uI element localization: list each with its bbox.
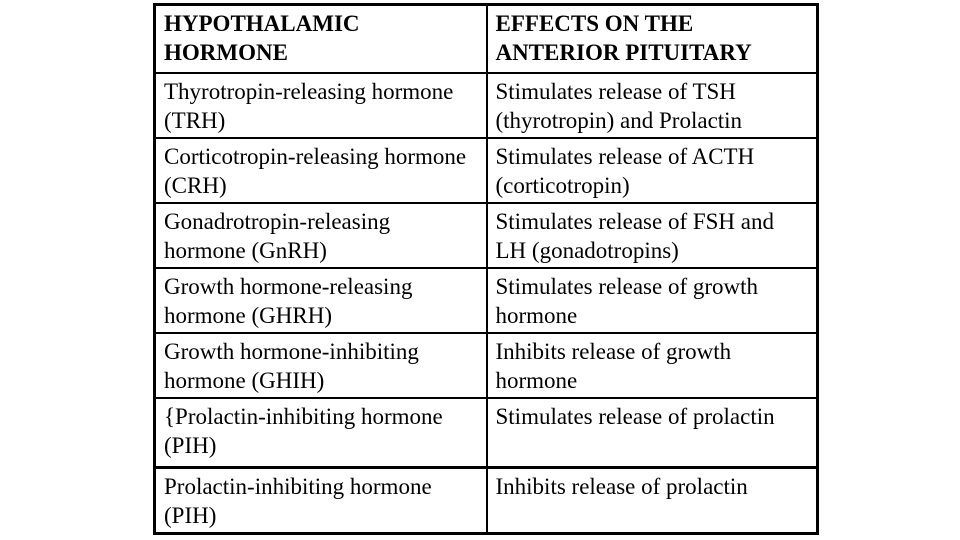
- effect-cell: Stimulates release of FSH and LH (gonado…: [485, 201, 819, 269]
- effect-cell: Inhibits release of prolactin: [485, 466, 819, 535]
- table-row-trh: Thyrotropin-releasing hormone (TRH) Stim…: [153, 71, 819, 139]
- column-header-effects-anterior-pituitary: EFFECTS ON THE ANTERIOR PITUITARY: [485, 3, 819, 74]
- hormone-cell: Prolactin-inhibiting hormone (PIH): [153, 466, 488, 535]
- table-row-pih-stimulates: {Prolactin-inhibiting hormone (PIH) Stim…: [153, 396, 819, 469]
- table-row-ghrh: Growth hormone-releasing hormone (GHRH) …: [153, 266, 819, 334]
- effect-cell: Inhibits release of growth hormone: [485, 331, 819, 399]
- hormone-cell: Corticotropin-releasing hormone (CRH): [153, 136, 488, 204]
- effect-cell: Stimulates release of growth hormone: [485, 266, 819, 334]
- table-row-gnrh: Gonadrotropin-releasing hormone (GnRH) S…: [153, 201, 819, 269]
- hormone-cell: {Prolactin-inhibiting hormone (PIH): [153, 396, 488, 469]
- table-row-ghih: Growth hormone-inhibiting hormone (GHIH)…: [153, 331, 819, 399]
- effect-cell: Stimulates release of prolactin: [485, 396, 819, 469]
- hormone-effects-table: HYPOTHALAMIC HORMONE EFFECTS ON THE ANTE…: [153, 3, 819, 535]
- hormone-cell: Growth hormone-inhibiting hormone (GHIH): [153, 331, 488, 399]
- effect-cell: Stimulates release of TSH (thyrotropin) …: [485, 71, 819, 139]
- column-header-hypothalamic-hormone: HYPOTHALAMIC HORMONE: [153, 3, 488, 74]
- table-row-crh: Corticotropin-releasing hormone (CRH) St…: [153, 136, 819, 204]
- table-header-row: HYPOTHALAMIC HORMONE EFFECTS ON THE ANTE…: [153, 3, 819, 74]
- hormone-cell: Gonadrotropin-releasing hormone (GnRH): [153, 201, 488, 269]
- hormone-cell: Growth hormone-releasing hormone (GHRH): [153, 266, 488, 334]
- table-row-pih-inhibits: Prolactin-inhibiting hormone (PIH) Inhib…: [153, 466, 819, 535]
- effect-cell: Stimulates release of ACTH (corticotropi…: [485, 136, 819, 204]
- hormone-cell: Thyrotropin-releasing hormone (TRH): [153, 71, 488, 139]
